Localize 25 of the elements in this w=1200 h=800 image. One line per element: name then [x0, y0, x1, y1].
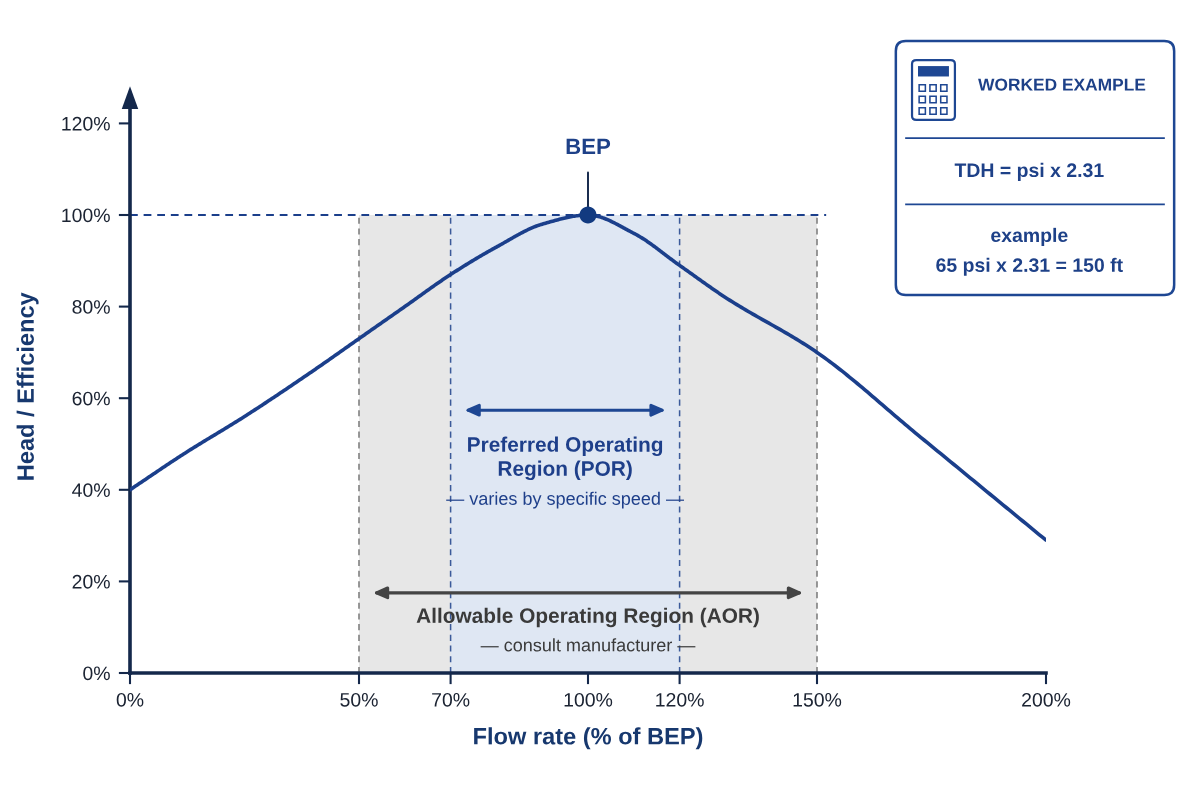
x-tick-label: 50% [340, 692, 378, 707]
x-tick-label: 200% [1022, 692, 1071, 707]
x-tick-label: 100% [564, 692, 613, 707]
band-label: Preferred Operating Region (POR) [468, 436, 663, 481]
annotation: — consult manufacturer — [480, 638, 696, 652]
y-tick-label: 120% [62, 116, 110, 131]
y-tick-label: 100% [62, 208, 110, 223]
x-tick-label: 120% [656, 692, 704, 707]
x-tick-label: 0% [116, 692, 144, 707]
y-tick-label: 20% [72, 574, 110, 589]
annotation: — varies by specific speed — [446, 491, 685, 509]
x-tick-label: 70% [432, 692, 470, 707]
y-tick-label: 0% [83, 666, 110, 681]
y-tick-label: 40% [72, 483, 110, 498]
annotation: 65 psi x 2.31 = 150 ft [936, 257, 1123, 276]
x-tick-label: 150% [793, 692, 842, 707]
text: WORKED EXAMPLE [978, 78, 1146, 91]
y-axis-title: Head / Efficiency [16, 292, 39, 480]
y-tick-label: 80% [72, 300, 110, 314]
annotation: example [991, 227, 1068, 246]
y-tick-label: 60% [72, 391, 110, 406]
x-axis-title: Flow rate (% of BEP) [474, 727, 703, 750]
annotation: BEP [566, 138, 611, 155]
band-label: Allowable Operating Region (AOR) [416, 607, 759, 628]
annotation: TDH = psi x 2.31 [954, 162, 1104, 181]
